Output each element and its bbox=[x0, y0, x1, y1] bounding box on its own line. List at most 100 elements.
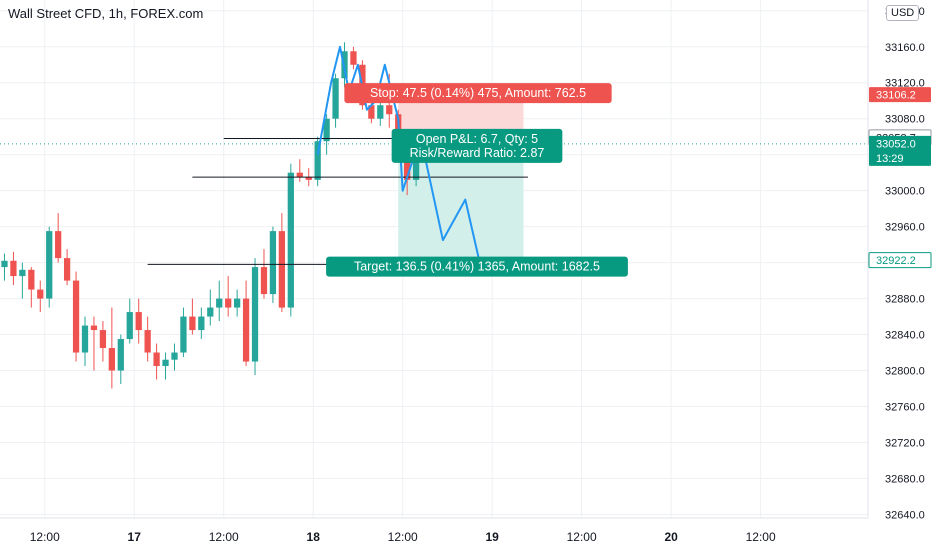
candle bbox=[28, 267, 35, 308]
price-badge-text: 33052.0 bbox=[876, 138, 916, 150]
candle-body bbox=[19, 269, 26, 277]
price-tick-label: 33080.0 bbox=[885, 114, 925, 126]
price-tick-label: 33120.0 bbox=[885, 78, 925, 90]
candle bbox=[234, 289, 241, 317]
candle-body bbox=[350, 51, 357, 65]
time-tick-label: 12:00 bbox=[388, 530, 418, 544]
time-tick-label: 12:00 bbox=[567, 530, 597, 544]
candle-body bbox=[225, 298, 232, 308]
candle-body bbox=[1, 260, 8, 268]
price-tick-label: 32680.0 bbox=[885, 473, 925, 485]
price-badge-box bbox=[869, 135, 931, 166]
price-tick-label: 33160.0 bbox=[885, 42, 925, 54]
candle bbox=[251, 258, 259, 376]
candle bbox=[260, 249, 268, 299]
candle-body bbox=[99, 330, 107, 349]
candle bbox=[198, 307, 205, 340]
candle bbox=[323, 114, 330, 155]
candle-body bbox=[180, 316, 187, 353]
candle bbox=[46, 226, 53, 308]
candle-body bbox=[189, 316, 196, 331]
candle-body bbox=[153, 352, 160, 367]
candle bbox=[37, 280, 44, 313]
pnl-label-text: Open P&L: 6.7, Qty: 5 bbox=[416, 132, 538, 146]
candle bbox=[377, 100, 384, 126]
candle bbox=[1, 253, 8, 281]
price-tick-label: 32640.0 bbox=[885, 509, 925, 521]
candle bbox=[287, 163, 294, 317]
candle bbox=[171, 343, 178, 371]
candle bbox=[225, 276, 232, 317]
price-badge-box bbox=[868, 252, 932, 269]
candle-body bbox=[260, 267, 268, 295]
candle bbox=[296, 159, 303, 182]
candle-body bbox=[314, 141, 321, 180]
price-badge: 33106.2 bbox=[869, 87, 931, 103]
stop-label: Stop: 47.5 (0.14%) 475, Amount: 762.5 bbox=[344, 83, 612, 104]
price-tick-label: 32760.0 bbox=[885, 401, 925, 413]
grid-lines bbox=[0, 0, 868, 518]
candle bbox=[216, 280, 223, 322]
candle-body bbox=[242, 298, 250, 362]
candle bbox=[10, 251, 17, 286]
candle-body bbox=[251, 267, 259, 362]
price-badge-text: 32922.2 bbox=[876, 255, 916, 267]
candle bbox=[63, 249, 71, 286]
candle-body bbox=[386, 105, 393, 115]
candle bbox=[350, 46, 357, 70]
candle bbox=[189, 298, 196, 335]
candle bbox=[55, 213, 62, 263]
candle-body bbox=[323, 118, 330, 142]
target-label: Target: 136.5 (0.41%) 1365, Amount: 1682… bbox=[326, 256, 628, 277]
stop-label-text: Stop: 47.5 (0.14%) 475, Amount: 762.5 bbox=[370, 86, 586, 100]
price-tick-label: 32720.0 bbox=[885, 437, 925, 449]
candle-body bbox=[296, 172, 303, 178]
candles bbox=[1, 42, 420, 389]
candle bbox=[207, 289, 214, 326]
candle-body bbox=[305, 177, 312, 180]
candle-body bbox=[126, 312, 133, 340]
time-tick-label: 19 bbox=[485, 530, 499, 544]
candle bbox=[162, 352, 169, 380]
candle-body bbox=[234, 298, 241, 308]
candle bbox=[135, 298, 142, 344]
candle-body bbox=[117, 339, 124, 371]
candle-body bbox=[144, 330, 151, 353]
candle bbox=[314, 136, 321, 187]
candle-body bbox=[207, 307, 214, 317]
candle-body bbox=[135, 312, 142, 331]
candle bbox=[72, 271, 80, 362]
candle-body bbox=[368, 105, 375, 119]
time-tick-label: 12:00 bbox=[209, 530, 239, 544]
candle bbox=[90, 316, 98, 371]
time-tick-label: 20 bbox=[664, 530, 678, 544]
candle bbox=[108, 307, 115, 389]
candle-body bbox=[198, 316, 205, 331]
candle bbox=[99, 321, 107, 362]
candle bbox=[153, 343, 160, 380]
candle-body bbox=[72, 280, 80, 353]
candle bbox=[242, 280, 250, 367]
candle-body bbox=[216, 298, 223, 308]
price-tick-label: 33000.0 bbox=[885, 186, 925, 198]
candle-body bbox=[90, 325, 98, 331]
price-tick-label: 32840.0 bbox=[885, 330, 925, 342]
time-tick-label: 17 bbox=[128, 530, 142, 544]
candle-body bbox=[46, 231, 53, 299]
price-tick-label: 32800.0 bbox=[885, 366, 925, 378]
candle-body bbox=[81, 325, 89, 353]
stop-label-box bbox=[344, 83, 612, 104]
candle bbox=[117, 334, 124, 385]
pnl-label-text: Risk/Reward Ratio: 2.87 bbox=[410, 146, 545, 160]
candle-body bbox=[10, 260, 17, 277]
price-badge: 32922.2 bbox=[868, 252, 932, 269]
price-badge-countdown: 13:29 bbox=[876, 153, 904, 165]
price-tick-label: 32960.0 bbox=[885, 222, 925, 234]
currency-selector[interactable]: USD bbox=[886, 5, 920, 21]
target-label-text: Target: 136.5 (0.41%) 1365, Amount: 1682… bbox=[354, 260, 600, 274]
target-label-box bbox=[326, 256, 628, 277]
candle-body bbox=[269, 231, 277, 295]
projection-path bbox=[316, 45, 493, 266]
